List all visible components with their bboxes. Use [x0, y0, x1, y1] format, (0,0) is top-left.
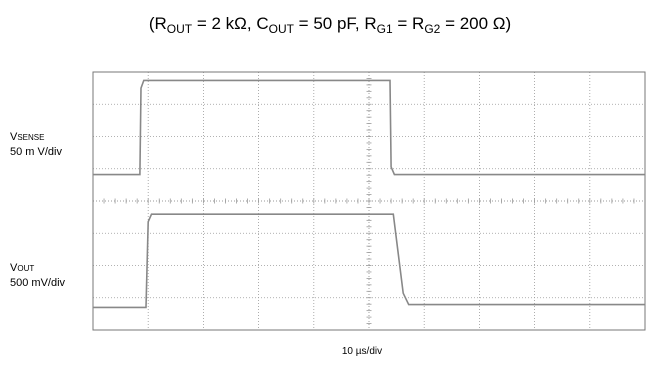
x-axis-label: 10 µs/div [341, 346, 383, 357]
vout-name: VOUT [10, 262, 35, 274]
vout-trace [93, 213, 645, 309]
chart-title: (ROUT = 2 kΩ, COUT = 50 pF, RG1 = RG2 = … [148, 14, 512, 36]
vsense-channel-label: VSENSE 50 m V/div [10, 130, 62, 159]
scope-frame [92, 71, 646, 331]
vout-channel-label: VOUT 500 mV/div [10, 261, 65, 290]
vsense-trace [93, 79, 645, 176]
vsense-name: VSENSE [10, 131, 45, 143]
vout-scale: 500 mV/div [10, 277, 66, 289]
scope-center-axes [93, 72, 645, 330]
vsense-scale: 50 m V/div [10, 146, 62, 158]
